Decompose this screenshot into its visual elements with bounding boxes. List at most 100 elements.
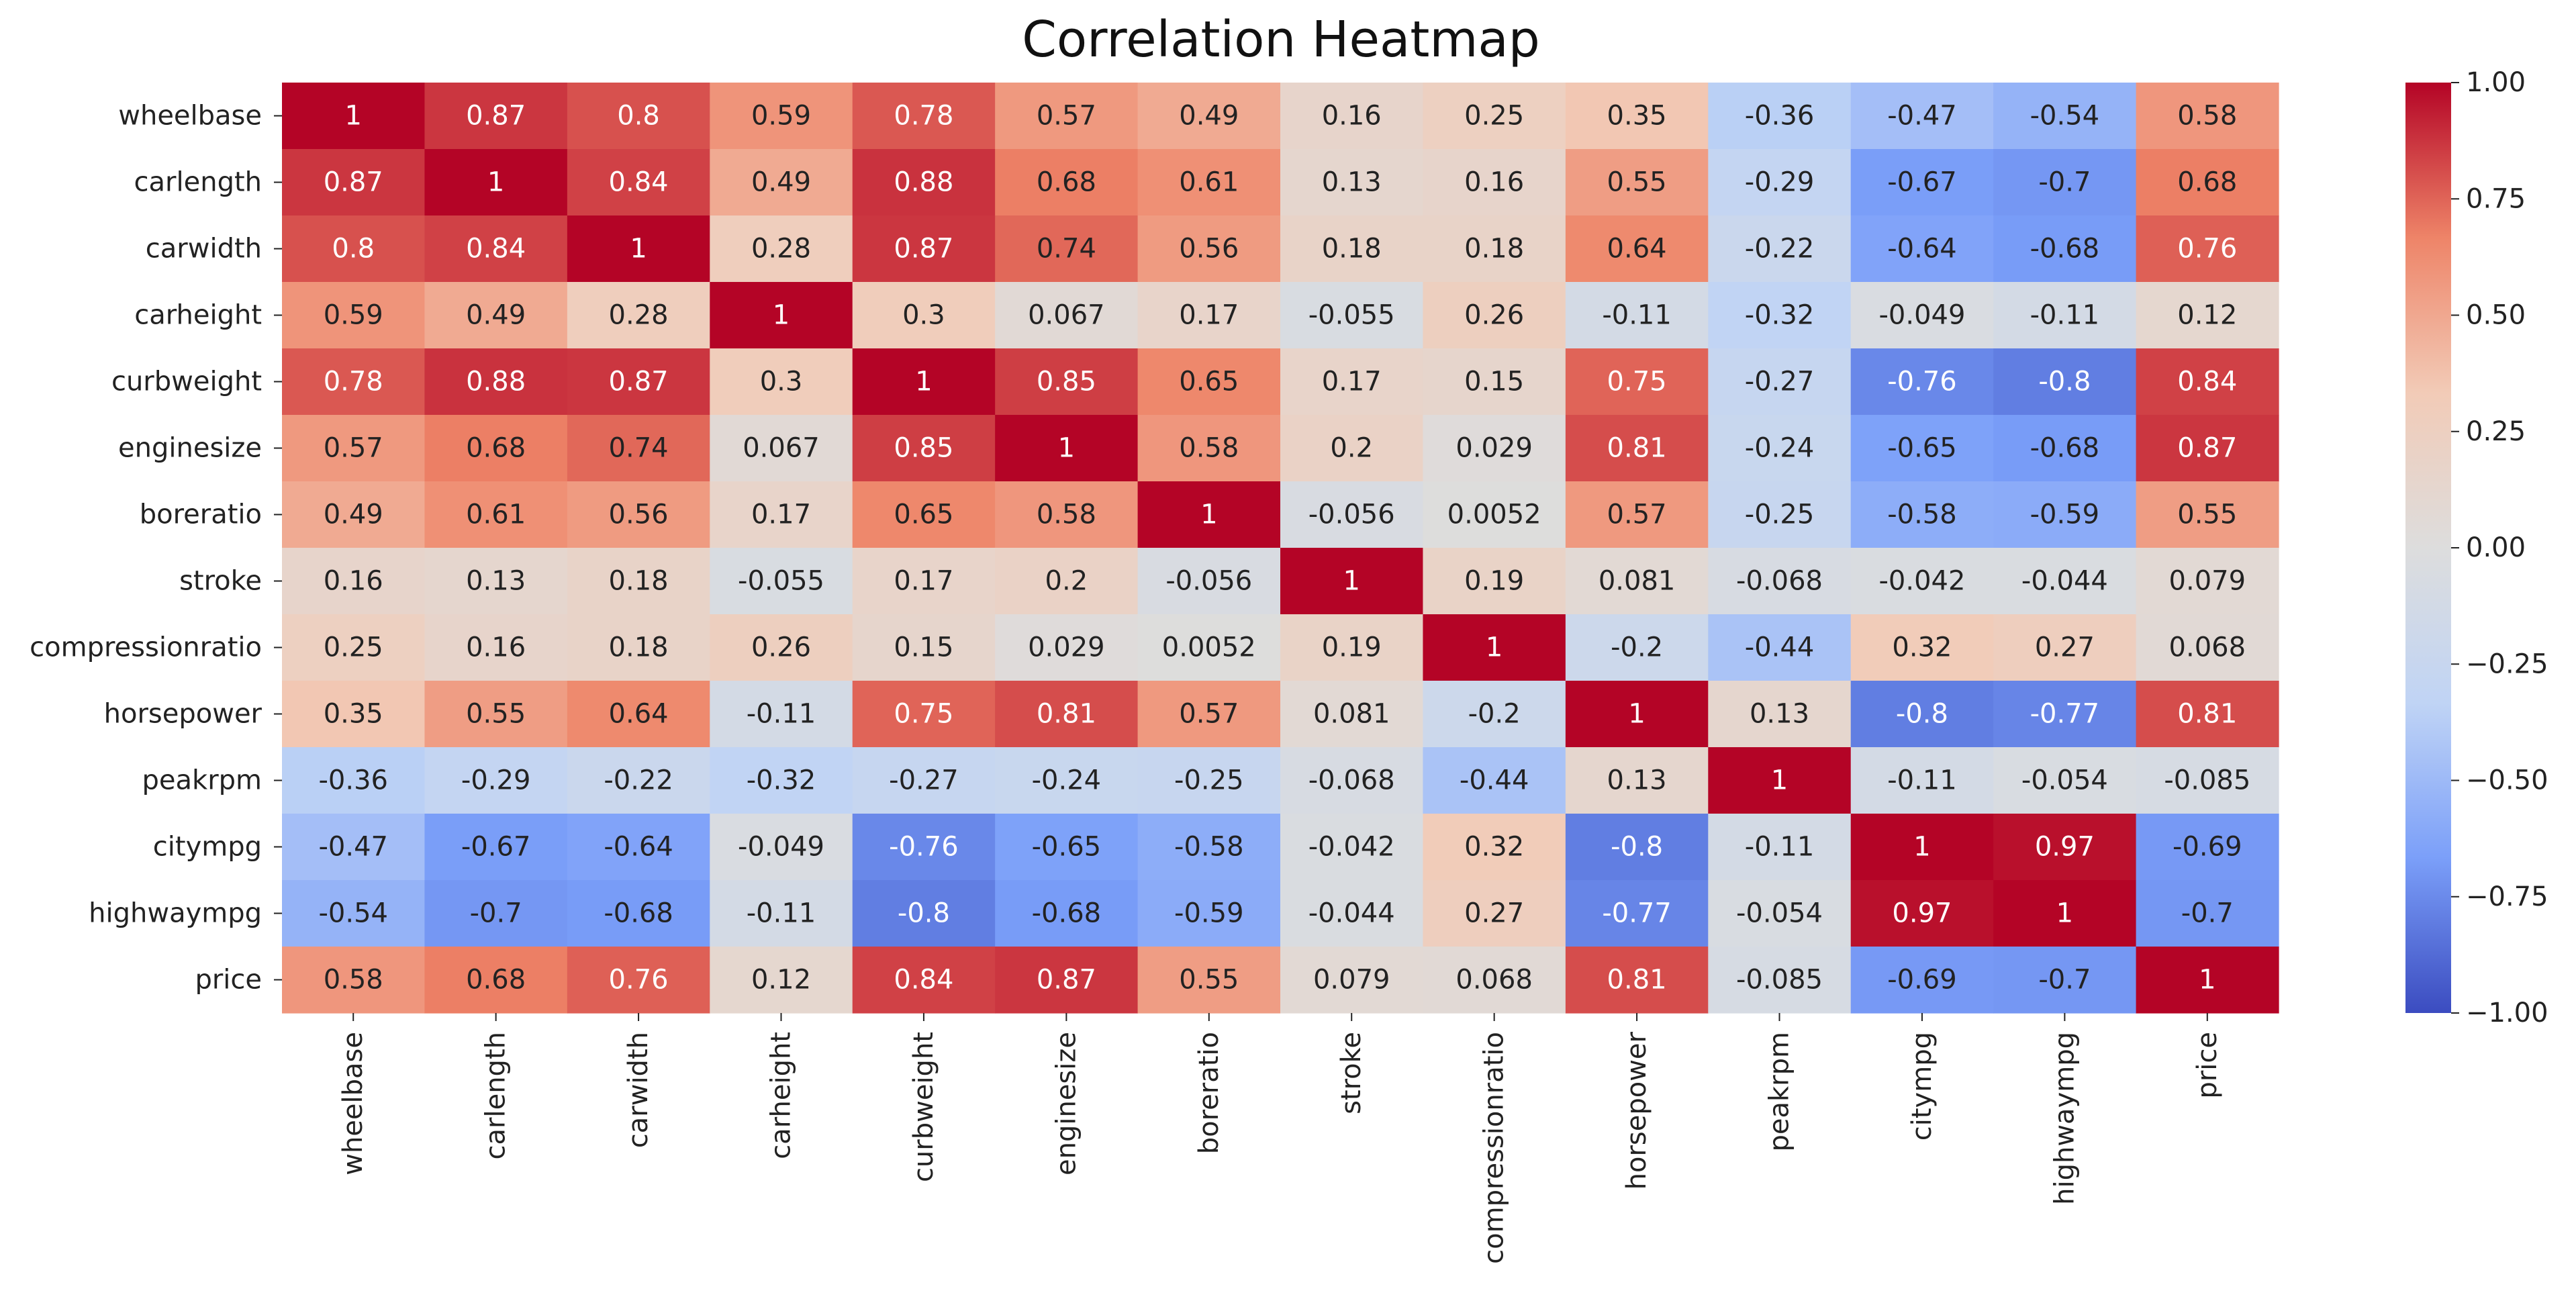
heatmap-cell: [1137, 83, 1281, 150]
column-label: carwidth: [623, 1032, 654, 1148]
heatmap-cell: [852, 149, 996, 216]
column-label: highwaympg: [2049, 1032, 2080, 1205]
cell-value-label: 0.16: [466, 632, 526, 663]
heatmap-cell: [2136, 481, 2279, 548]
heatmap-cell: [852, 348, 996, 416]
cell-value-label: 0.16: [1464, 167, 1524, 198]
cell-value-label: 0.88: [466, 367, 526, 397]
heatmap-cell: [852, 282, 996, 349]
heatmap-cell: [282, 548, 426, 615]
cell-value-label: -0.7: [2181, 898, 2234, 929]
cell-value-label: 0.81: [2177, 699, 2237, 730]
cell-value-label: 0.61: [466, 499, 526, 530]
heatmap-cell: [567, 880, 710, 947]
cell-value-label: -0.049: [1878, 300, 1965, 331]
cell-value-label: -0.77: [1602, 898, 1672, 929]
cell-value-label: 1: [915, 367, 932, 397]
row-label: highwaympg: [89, 898, 262, 929]
heatmap-cell: [1565, 83, 1709, 150]
heatmap-cell: [1565, 880, 1709, 947]
cell-value-label: 0.068: [1456, 965, 1533, 996]
cell-value-label: -0.29: [1745, 167, 1815, 198]
cell-value-label: 0.35: [324, 699, 383, 730]
heatmap-cell: [710, 215, 853, 283]
colorbar-tick-label: 1.00: [2466, 67, 2526, 98]
heatmap-cell: [1708, 348, 1852, 416]
heatmap-cell: [424, 282, 568, 349]
cell-value-label: 0.27: [1464, 898, 1524, 929]
heatmap-cell: [1708, 747, 1852, 814]
cell-value-label: 0.28: [609, 300, 669, 331]
heatmap-cell: [1850, 747, 1994, 814]
cell-value-label: 0.55: [2177, 499, 2237, 530]
cell-value-label: 0.87: [324, 167, 383, 198]
heatmap-cell: [1280, 215, 1424, 283]
heatmap-cell: [995, 215, 1139, 283]
heatmap-cell: [282, 614, 426, 681]
heatmap-cell: [567, 614, 710, 681]
cell-value-label: -0.8: [1611, 832, 1663, 863]
cell-value-label: -0.58: [1174, 832, 1244, 863]
heatmap-cell: [710, 880, 853, 947]
cell-value-label: -0.67: [1887, 167, 1957, 198]
column-label: compressionratio: [1479, 1032, 1510, 1264]
cell-value-label: 1: [630, 234, 647, 264]
cell-value-label: 0.87: [609, 367, 669, 397]
cell-value-label: -0.2: [1468, 699, 1521, 730]
cell-value-label: 0.88: [894, 167, 953, 198]
cell-value-label: -0.25: [1174, 765, 1244, 796]
cell-value-label: 0.84: [609, 167, 669, 198]
column-label: curbweight: [908, 1032, 939, 1182]
cell-value-label: 0.68: [466, 965, 526, 996]
cell-value-label: 1: [487, 167, 504, 198]
cell-value-label: 0.0052: [1162, 632, 1256, 663]
heatmap-cell: [1850, 215, 1994, 283]
heatmap-cell: [1708, 415, 1852, 482]
cell-value-label: 0.64: [609, 699, 669, 730]
heatmap-cell: [995, 415, 1139, 482]
heatmap-cell: [282, 747, 426, 814]
heatmap-cell: [1565, 149, 1709, 216]
cell-value-label: 0.85: [894, 433, 953, 464]
cell-value-label: 0.13: [466, 566, 526, 597]
cell-value-label: -0.8: [1896, 699, 1948, 730]
cell-value-label: 0.78: [324, 367, 383, 397]
heatmap-cell: [1993, 282, 2137, 349]
heatmap-cell: [852, 880, 996, 947]
cell-value-label: 0.32: [1892, 632, 1952, 663]
heatmap-cell: [1137, 215, 1281, 283]
heatmap-cell: [1850, 415, 1994, 482]
cell-value-label: -0.67: [461, 832, 531, 863]
cell-value-label: 0.2: [1330, 433, 1373, 464]
cell-value-label: -0.27: [1745, 367, 1815, 397]
heatmap-cell: [1993, 614, 2137, 681]
cell-value-label: 0.16: [1322, 101, 1382, 132]
heatmap-cell: [995, 348, 1139, 416]
chart-title: Correlation Heatmap: [1022, 11, 1540, 68]
cell-value-label: -0.64: [1887, 234, 1957, 264]
cell-value-label: 0.84: [466, 234, 526, 264]
cell-value-label: -0.77: [2030, 699, 2100, 730]
heatmap-cell: [282, 880, 426, 947]
heatmap-cell: [852, 814, 996, 881]
cell-value-label: 0.76: [2177, 234, 2237, 264]
cell-value-label: 0.55: [1607, 167, 1667, 198]
heatmap-cell: [1137, 548, 1281, 615]
heatmap-cell: [1565, 614, 1709, 681]
cell-value-label: 0.68: [1037, 167, 1096, 198]
heatmap-cell: [1137, 481, 1281, 548]
heatmap-cell: [995, 880, 1139, 947]
cell-value-label: 0.97: [2035, 832, 2095, 863]
cell-value-label: -0.11: [1745, 832, 1815, 863]
heatmap-cell: [282, 215, 426, 283]
cell-value-label: 0.65: [1179, 367, 1239, 397]
cell-value-label: 0.3: [760, 367, 803, 397]
heatmap-cell: [1423, 814, 1566, 881]
heatmap-cell: [1850, 814, 1994, 881]
cell-value-label: 0.18: [609, 632, 669, 663]
row-labels: wheelbase carlength carwidth carheight curbw…: [30, 101, 282, 996]
heatmap-cell: [567, 548, 710, 615]
cell-value-label: -0.055: [738, 566, 824, 597]
cell-value-label: 1: [1343, 566, 1359, 597]
heatmap-cell: [1423, 614, 1566, 681]
